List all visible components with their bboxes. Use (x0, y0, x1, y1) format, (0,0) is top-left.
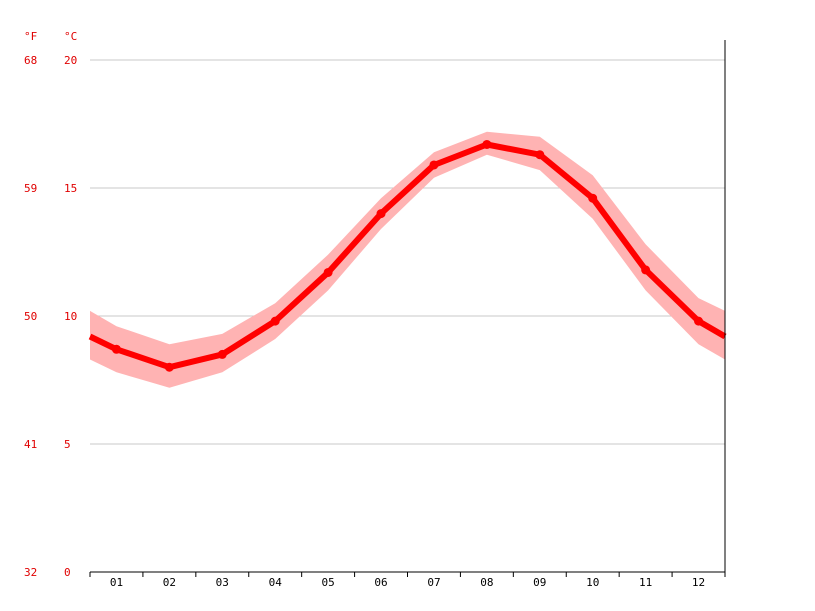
data-point (588, 193, 598, 203)
data-point (217, 349, 227, 359)
x-axis: 01 02 03 04 05 06 07 08 09 10 11 12 (89, 571, 726, 589)
y-axis-ticks: 32 0 41 5 50 10 59 15 68 20 (24, 54, 77, 579)
x-tick-label: 06 (374, 576, 387, 589)
data-points (111, 139, 704, 372)
data-point (535, 150, 545, 160)
data-point (429, 160, 439, 170)
y-tick-celsius: 5 (64, 438, 71, 451)
data-point (641, 265, 651, 275)
x-tick-label: 01 (110, 576, 123, 589)
x-tick-label: 04 (269, 576, 283, 589)
data-point (323, 267, 333, 277)
y-tick-celsius: 20 (64, 54, 77, 67)
x-tick-label: 11 (639, 576, 652, 589)
data-point (376, 209, 386, 219)
range-band (90, 131, 725, 388)
data-point (164, 362, 174, 372)
series-line (88, 141, 727, 371)
unit-fahrenheit-label: °F (24, 30, 37, 43)
x-tick-label: 10 (586, 576, 599, 589)
x-tick-label: 07 (427, 576, 440, 589)
y-tick-fahrenheit: 68 (24, 54, 37, 67)
data-point (482, 139, 492, 149)
y-tick-celsius: 0 (64, 566, 71, 579)
y-tick-fahrenheit: 59 (24, 182, 37, 195)
y-tick-fahrenheit: 32 (24, 566, 37, 579)
x-tick-label: 05 (322, 576, 335, 589)
y-tick-fahrenheit: 41 (24, 438, 37, 451)
x-tick-label: 08 (480, 576, 493, 589)
data-point (694, 316, 704, 326)
x-tick-label: 02 (163, 576, 176, 589)
temperature-line (88, 141, 727, 371)
x-tick-label: 09 (533, 576, 546, 589)
x-tick-label: 03 (216, 576, 229, 589)
data-point (270, 316, 280, 326)
y-tick-fahrenheit: 50 (24, 310, 37, 323)
x-tick-label: 12 (692, 576, 705, 589)
unit-celsius-label: °C (64, 30, 77, 43)
temperature-range-band (90, 131, 725, 388)
y-tick-celsius: 10 (64, 310, 77, 323)
data-point (111, 344, 121, 354)
y-tick-celsius: 15 (64, 182, 77, 195)
